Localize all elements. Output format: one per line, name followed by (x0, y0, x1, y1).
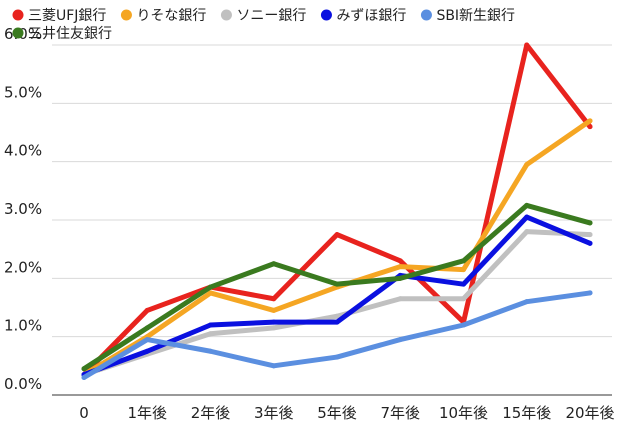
x-tick-label: 5年後 (317, 404, 357, 422)
data-point (397, 296, 403, 302)
data-point (524, 42, 530, 48)
x-tick-label: 20年後 (565, 404, 614, 422)
data-point (144, 325, 150, 331)
legend-item: みずほ銀行 (320, 8, 406, 24)
legend-item: 三菱UFJ銀行 (12, 8, 106, 24)
axis-layer: 0.0%1.0%2.0%3.0%4.0%5.0%6.0%01年後2年後3年後5年… (4, 25, 615, 422)
data-point (524, 214, 530, 220)
legend-item: SBI新生銀行 (420, 8, 515, 24)
data-point (461, 296, 466, 302)
legend-marker (220, 9, 232, 21)
data-point (271, 363, 277, 369)
data-point (524, 162, 530, 168)
legend-marker (12, 9, 24, 21)
legend-item: 三井住友銀行 (12, 26, 112, 42)
x-tick-label: 7年後 (380, 404, 420, 422)
data-point (208, 322, 213, 328)
data-point (144, 348, 150, 354)
grid-layer (52, 44, 612, 338)
data-point (587, 290, 593, 296)
series-group (81, 202, 593, 372)
data-point (397, 258, 403, 264)
x-tick-label: 0 (79, 404, 89, 422)
data-point (587, 124, 593, 130)
y-tick-label: 5.0% (4, 83, 42, 101)
data-point (208, 331, 213, 337)
data-point (587, 240, 593, 246)
data-point (524, 229, 530, 235)
x-tick-label: 3年後 (254, 404, 294, 422)
x-tick-label: 1年後 (127, 404, 167, 422)
legend-label: みずほ銀行 (336, 8, 406, 24)
data-point (271, 261, 277, 267)
legend-label: 三井住友銀行 (28, 26, 112, 42)
series-group (81, 118, 593, 378)
data-point (397, 264, 403, 270)
data-point (271, 296, 277, 302)
legend-marker (420, 9, 432, 21)
data-point (208, 290, 213, 296)
legend-marker (12, 27, 24, 39)
data-point (271, 319, 277, 325)
data-point (587, 220, 593, 226)
legend-item: りそな銀行 (120, 8, 206, 24)
y-tick-label: 2.0% (4, 258, 42, 276)
data-point (334, 319, 340, 325)
data-point (208, 348, 213, 354)
y-tick-label: 1.0% (4, 317, 42, 335)
data-point (397, 337, 403, 343)
data-point (461, 267, 466, 273)
series-group (81, 229, 593, 378)
legend-marker (120, 9, 132, 21)
series-layer (81, 42, 593, 380)
data-point (271, 307, 277, 313)
x-tick-label: 2年後 (191, 404, 231, 422)
x-tick-label: 10年後 (439, 404, 488, 422)
data-point (461, 281, 466, 287)
y-tick-label: 3.0% (4, 200, 42, 218)
data-point (461, 322, 466, 328)
data-point (334, 313, 340, 319)
data-point (397, 275, 403, 281)
legend-marker (320, 9, 332, 21)
data-point (271, 325, 277, 331)
data-point (208, 284, 213, 290)
data-point (587, 232, 593, 238)
legend-label: 三菱UFJ銀行 (28, 8, 106, 24)
data-point (461, 258, 466, 264)
data-point (524, 202, 530, 208)
data-point (334, 281, 340, 287)
data-point (334, 354, 340, 360)
y-tick-label: 0.0% (4, 375, 42, 393)
x-tick-label: 15年後 (502, 404, 551, 422)
legend-item: ソニー銀行 (220, 8, 306, 24)
y-tick-label: 4.0% (4, 142, 42, 160)
legend-label: ソニー銀行 (236, 8, 306, 24)
legend-label: SBI新生銀行 (436, 8, 515, 24)
data-point (81, 375, 87, 380)
data-point (144, 307, 150, 313)
series-group (81, 290, 593, 380)
data-point (144, 337, 150, 343)
data-point (524, 299, 530, 305)
data-point (81, 366, 87, 372)
data-point (587, 118, 593, 124)
legend-label: りそな銀行 (136, 8, 206, 24)
data-point (334, 232, 340, 238)
